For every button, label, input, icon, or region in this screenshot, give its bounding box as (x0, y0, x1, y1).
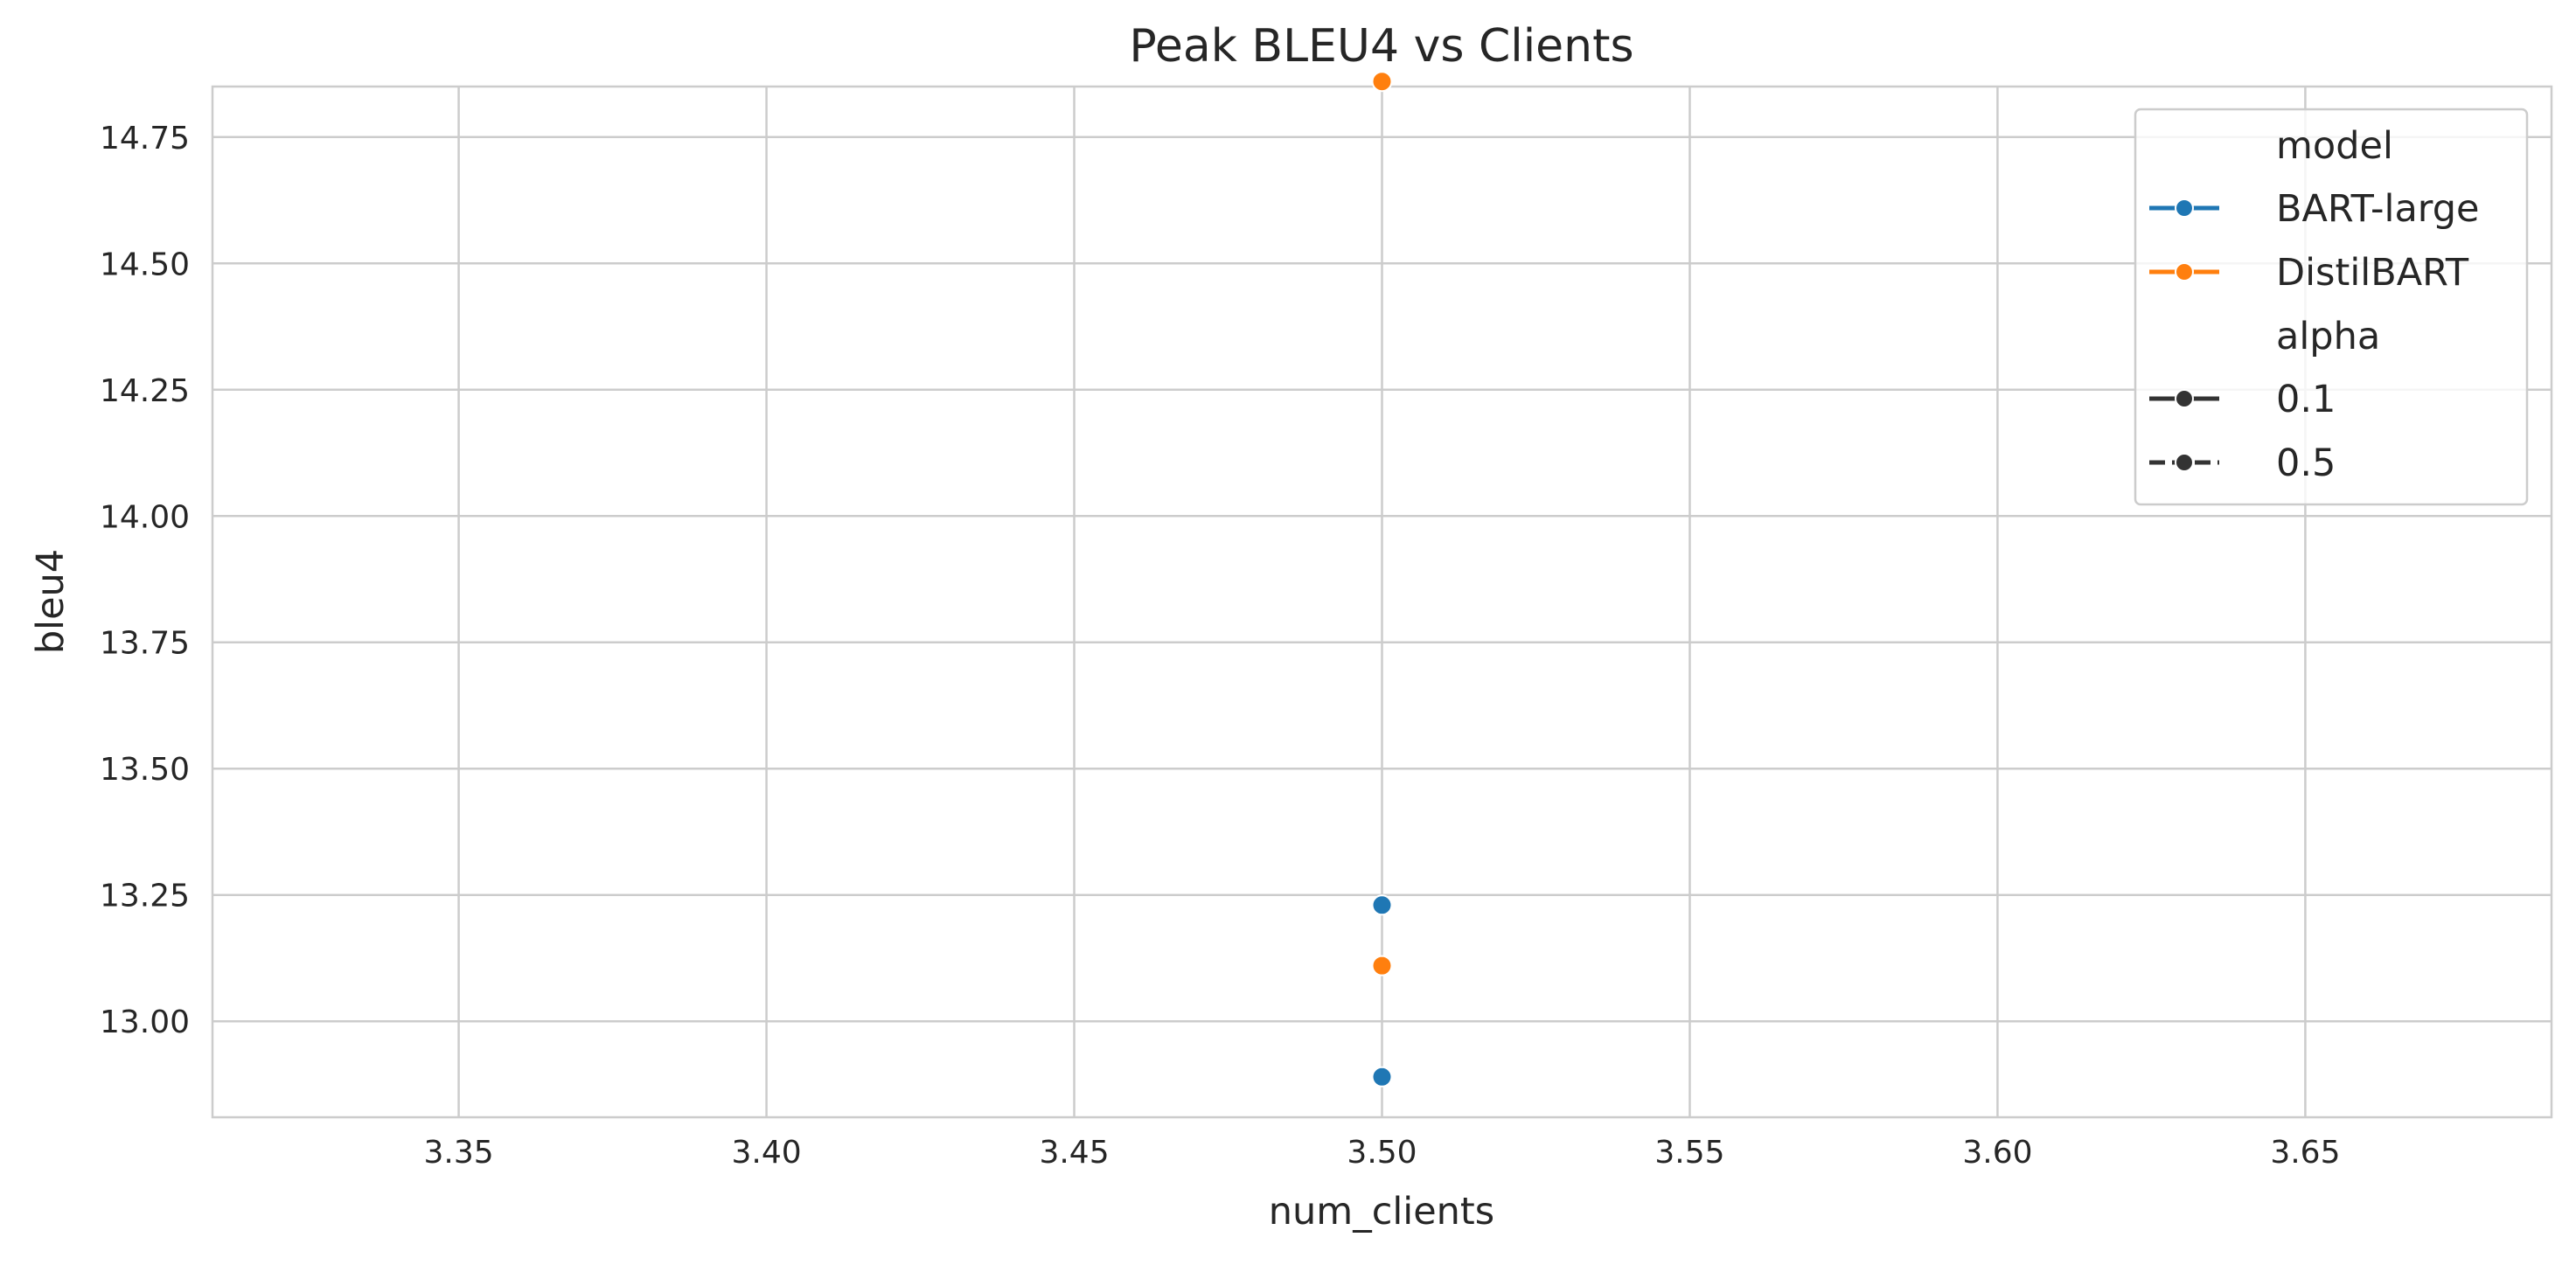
chart-title: Peak BLEU4 vs Clients (1129, 20, 1633, 73)
data-point-distilbart-alpha-0.1 (1371, 71, 1393, 93)
data-point-distilbart-alpha-0.5 (1371, 955, 1393, 977)
data-point-bart-large-alpha-0.5 (1371, 1066, 1393, 1088)
y-tick-label: 14.00 (100, 499, 190, 535)
legend-title-alpha: alpha (2276, 315, 2380, 358)
y-tick-label: 13.25 (100, 879, 190, 914)
legend-label-distilbart: DistilBART (2276, 251, 2469, 295)
x-tick-label: 3.35 (424, 1135, 494, 1171)
legend-marker-distilbart (2175, 262, 2194, 281)
y-tick-label: 13.00 (100, 1004, 190, 1040)
data-point-bart-large-alpha-0.1 (1371, 894, 1393, 916)
x-tick-label: 3.55 (1654, 1135, 1724, 1171)
legend-label-alpha-0.5: 0.5 (2276, 441, 2336, 485)
legend-label-alpha-0.1: 0.1 (2276, 378, 2336, 421)
x-tick-label: 3.60 (1962, 1135, 2032, 1171)
legend-marker-alpha-0.5 (2175, 453, 2194, 472)
grid (212, 87, 2552, 1117)
legend-marker-alpha-0.1 (2175, 389, 2194, 408)
x-tick-label: 3.40 (731, 1135, 801, 1171)
x-axis-label: num_clients (1269, 1190, 1494, 1234)
legend-box (2134, 108, 2529, 506)
y-tick-label: 14.75 (100, 121, 190, 156)
x-tick-label: 3.65 (2270, 1135, 2340, 1171)
x-tick-label: 3.50 (1347, 1135, 1417, 1171)
tick-labels: 3.35 3.40 3.45 3.50 3.55 3.60 3.65 13.00 13.25 13… (100, 121, 2341, 1171)
data-points (1371, 71, 1393, 1088)
legend-title-model: model (2276, 124, 2393, 168)
x-tick-label: 3.45 (1039, 1135, 1109, 1171)
y-tick-label: 13.50 (100, 752, 190, 788)
y-tick-label: 14.50 (100, 247, 190, 282)
y-tick-label: 14.25 (100, 373, 190, 409)
legend: model BART-large DistilBART alpha 0.1 0.… (2134, 108, 2529, 506)
legend-label-bart-large: BART-large (2276, 187, 2479, 231)
y-axis-label: bleu4 (29, 549, 73, 654)
y-tick-label: 13.75 (100, 626, 190, 662)
legend-marker-bart-large (2175, 198, 2194, 218)
